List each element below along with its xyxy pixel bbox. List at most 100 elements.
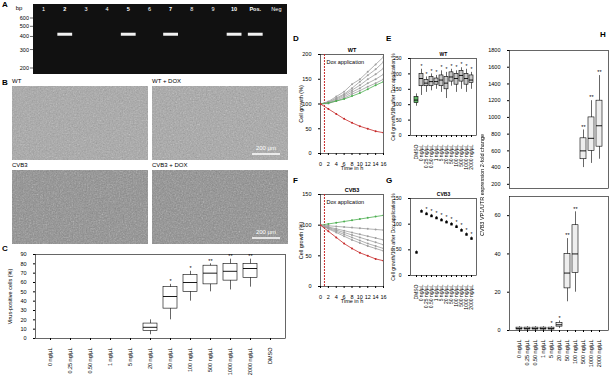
svg-text:*: *	[436, 69, 438, 75]
svg-text:0: 0	[319, 161, 322, 167]
svg-text:1400: 1400	[488, 81, 500, 87]
svg-text:1 ng/µL: 1 ng/µL	[107, 348, 113, 366]
svg-text:0: 0	[23, 335, 26, 341]
svg-text:60: 60	[494, 212, 500, 218]
svg-text:9: 9	[211, 6, 214, 12]
svg-text:300: 300	[20, 47, 29, 53]
svg-text:100 ng/µL: 100 ng/µL	[572, 340, 578, 365]
svg-text:500: 500	[20, 23, 29, 29]
svg-text:*: *	[441, 64, 443, 70]
svg-text:*: *	[426, 71, 428, 77]
svg-text:5 ng/µL: 5 ng/µL	[548, 340, 554, 358]
svg-text:Cell growth/16h after Dox appl: Cell growth/16h after Dox application %	[390, 193, 396, 281]
svg-text:**: **	[589, 94, 594, 100]
svg-text:20 ng/µL: 20 ng/µL	[147, 348, 153, 370]
svg-text:Pos.: Pos.	[249, 6, 261, 12]
svg-text:50: 50	[396, 117, 402, 123]
svg-text:DMSO: DMSO	[267, 347, 273, 364]
svg-text:200: 200	[491, 181, 500, 187]
svg-text:Cell growth/16h after Dox appl: Cell growth/16h after Dox application %	[390, 53, 396, 141]
svg-text:500 ng/µL: 500 ng/µL	[580, 340, 586, 365]
svg-text:50: 50	[396, 246, 402, 252]
svg-text:CVB3: CVB3	[345, 187, 360, 193]
svg-text:600: 600	[20, 15, 29, 21]
svg-text:Dox application: Dox application	[326, 59, 364, 65]
svg-text:*: *	[471, 231, 473, 237]
svg-text:20: 20	[494, 289, 500, 295]
svg-text:50: 50	[305, 126, 311, 132]
svg-text:50 ng/µL: 50 ng/µL	[564, 340, 570, 362]
svg-text:14: 14	[373, 161, 379, 167]
svg-text:*: *	[550, 320, 553, 326]
svg-text:*: *	[558, 315, 561, 321]
svg-text:0: 0	[308, 150, 311, 156]
svg-text:150: 150	[302, 191, 311, 197]
svg-text:0 ng/µL: 0 ng/µL	[516, 340, 522, 358]
svg-text:**: **	[228, 253, 233, 259]
svg-text:Time in h: Time in h	[341, 165, 363, 171]
svg-text:40: 40	[20, 298, 26, 304]
svg-text:2000 ng/µL: 2000 ng/µL	[468, 284, 474, 309]
svg-text:**: **	[565, 232, 570, 238]
svg-text:Time in h: Time in h	[341, 298, 363, 304]
svg-text:WT: WT	[348, 47, 357, 53]
svg-text:0 ng/µL: 0 ng/µL	[47, 348, 53, 366]
svg-text:*: *	[431, 208, 433, 214]
svg-text:1600: 1600	[488, 64, 500, 70]
svg-text:80: 80	[20, 261, 26, 267]
svg-text:**: **	[248, 253, 253, 259]
svg-text:CVB3: CVB3	[437, 191, 451, 197]
svg-text:**: **	[597, 69, 602, 75]
svg-text:0: 0	[399, 272, 402, 278]
svg-text:*: *	[426, 206, 428, 212]
svg-text:200: 200	[302, 51, 311, 57]
svg-text:0: 0	[399, 132, 402, 138]
svg-text:8: 8	[190, 6, 193, 12]
svg-text:50: 50	[305, 253, 311, 259]
svg-text:50: 50	[20, 289, 26, 295]
svg-text:200: 200	[20, 65, 29, 71]
svg-text:*: *	[446, 214, 448, 220]
svg-text:2: 2	[63, 6, 66, 12]
svg-text:70: 70	[20, 270, 26, 276]
svg-text:10: 10	[231, 6, 237, 12]
svg-text:4: 4	[106, 6, 109, 12]
svg-text:*: *	[441, 212, 443, 218]
svg-text:*: *	[431, 68, 433, 74]
svg-text:2000 ng/µL: 2000 ng/µL	[247, 348, 253, 376]
svg-text:*: *	[169, 278, 172, 284]
svg-text:*: *	[471, 66, 473, 72]
svg-text:12: 12	[365, 161, 371, 167]
svg-text:*: *	[451, 216, 453, 222]
svg-text:400: 400	[491, 164, 500, 170]
svg-text:5: 5	[127, 6, 130, 12]
svg-text:*: *	[466, 63, 468, 69]
svg-text:6: 6	[148, 6, 151, 12]
svg-text:800: 800	[491, 131, 500, 137]
svg-text:20 ng/µL: 20 ng/µL	[556, 340, 562, 362]
svg-text:12: 12	[365, 294, 371, 300]
svg-text:*: *	[451, 63, 453, 69]
svg-text:Cell growth (%): Cell growth (%)	[298, 222, 304, 260]
svg-text:0: 0	[308, 283, 311, 289]
svg-text:2000 ng/µL: 2000 ng/µL	[468, 144, 474, 169]
svg-text:Neg: Neg	[271, 6, 281, 12]
svg-text:0: 0	[497, 327, 500, 333]
svg-text:*: *	[466, 226, 468, 232]
svg-text:*: *	[461, 222, 463, 228]
svg-text:0.25 ng/µL: 0.25 ng/µL	[67, 348, 73, 374]
svg-text:16: 16	[380, 161, 386, 167]
svg-text:150: 150	[302, 76, 311, 82]
svg-text:1000 ng/µL: 1000 ng/µL	[227, 348, 233, 376]
svg-text:3: 3	[84, 6, 87, 12]
svg-text:2000 ng/µL: 2000 ng/µL	[596, 340, 602, 368]
svg-text:100 ng/µL: 100 ng/µL	[187, 348, 193, 373]
svg-text:Cell growth (%): Cell growth (%)	[298, 85, 304, 123]
svg-text:bp: bp	[16, 5, 23, 11]
svg-text:1200: 1200	[488, 97, 500, 103]
svg-text:10: 10	[20, 326, 26, 332]
svg-text:Dox application: Dox application	[326, 199, 364, 205]
svg-text:*: *	[446, 66, 448, 72]
svg-text:16: 16	[380, 294, 386, 300]
svg-text:2: 2	[327, 294, 330, 300]
